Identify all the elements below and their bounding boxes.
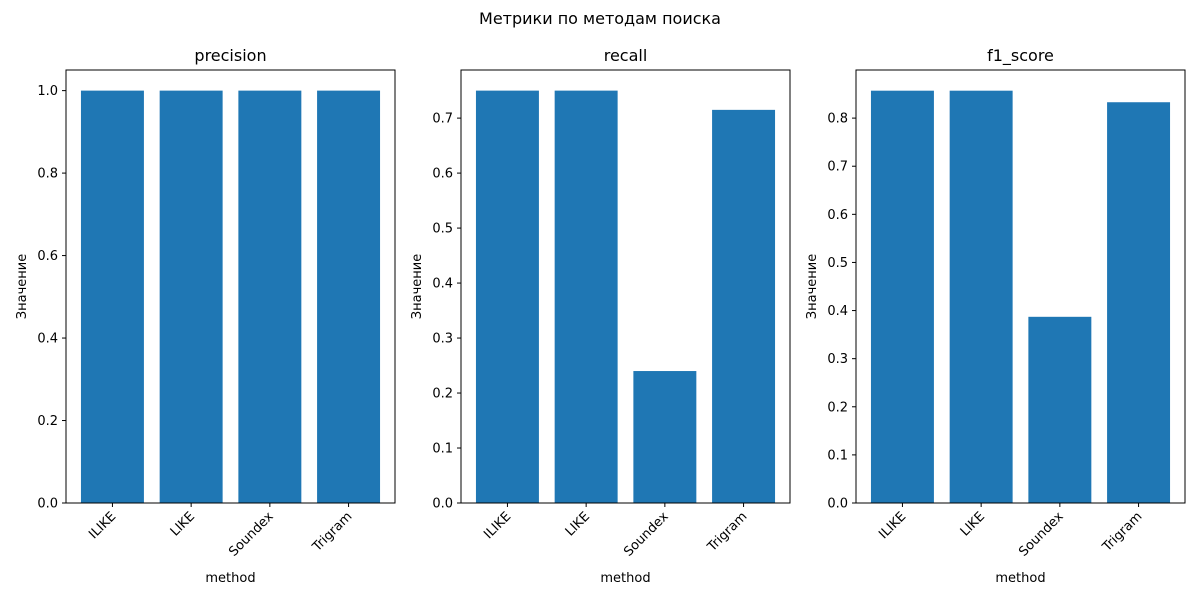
bar-ILIKE — [870, 90, 934, 503]
figure-title: Метрики по методам поиска — [479, 9, 721, 28]
x-tick-label: LIKE — [958, 509, 988, 539]
y-tick-label: 0.8 — [827, 112, 848, 127]
bar-Soundex — [633, 371, 697, 503]
y-tick-label: 0.6 — [432, 167, 453, 182]
subplot-f1_score: 0.0 0.1 0.2 0.3 0.4 0.5 0.6 0.7 0.8 ILIKE LIKE Soun… — [805, 46, 1186, 586]
y-tick-label: 0.8 — [37, 167, 58, 182]
y-tick-label: 0.3 — [432, 332, 453, 347]
x-axis-label: method — [205, 571, 255, 586]
y-tick-label: 0.3 — [827, 352, 848, 367]
y-tick-label: 0.4 — [37, 332, 58, 347]
x-tick-label: Trigram — [1099, 509, 1145, 555]
x-tick-label: ILIKE — [876, 509, 909, 542]
subplot-title: precision — [194, 46, 266, 65]
y-tick-label: 0.7 — [432, 112, 453, 127]
bar-ILIKE — [475, 90, 539, 503]
x-tick-label: Soundex — [1016, 509, 1067, 560]
bar-Soundex — [1028, 316, 1092, 503]
bar-Trigram — [712, 109, 776, 503]
bar-Trigram — [1107, 102, 1171, 504]
y-axis-label: Значение — [15, 254, 30, 319]
y-tick-label: 0.7 — [827, 160, 848, 175]
x-tick-label: Soundex — [621, 509, 672, 560]
y-tick-label: 1.0 — [37, 84, 58, 99]
bar-Soundex — [238, 90, 302, 503]
axes-frame — [855, 69, 1186, 504]
y-tick-label: 0.2 — [432, 387, 453, 402]
y-tick-label: 0.6 — [37, 249, 58, 264]
subplot-title: f1_score — [987, 46, 1054, 66]
bar-LIKE — [159, 90, 223, 503]
bar-LIKE — [554, 90, 618, 503]
x-tick-label: Soundex — [226, 509, 277, 560]
subplot-title: recall — [604, 46, 648, 65]
y-tick-label: 0.4 — [432, 277, 453, 292]
bar-ILIKE — [80, 90, 144, 503]
x-tick-label: Trigram — [704, 509, 750, 555]
bar-Trigram — [317, 90, 381, 503]
axes-frame — [65, 69, 396, 504]
y-tick-label: 0.1 — [432, 442, 453, 457]
axes-frame — [460, 69, 791, 504]
x-tick-label: ILIKE — [86, 509, 119, 542]
y-tick-label: 0.0 — [827, 497, 848, 512]
y-axis-label: Значение — [805, 254, 820, 319]
x-tick-label: LIKE — [563, 509, 593, 539]
y-tick-label: 0.6 — [827, 208, 848, 223]
x-axis-label: method — [995, 571, 1045, 586]
y-tick-label: 0.5 — [432, 222, 453, 237]
y-tick-label: 0.1 — [827, 448, 848, 463]
x-axis-label: method — [600, 571, 650, 586]
y-tick-label: 0.4 — [827, 304, 848, 319]
y-tick-label: 0.2 — [827, 400, 848, 415]
x-tick-label: LIKE — [168, 509, 198, 539]
subplot-precision: 0.0 0.2 0.4 0.6 0.8 1.0 ILIKE LIKE Soundex Trigra… — [15, 46, 396, 586]
y-tick-label: 0.0 — [37, 497, 58, 512]
x-tick-label: ILIKE — [481, 509, 514, 542]
bar-LIKE — [949, 90, 1013, 503]
y-tick-label: 0.0 — [432, 497, 453, 512]
y-axis-label: Значение — [410, 254, 425, 319]
y-tick-label: 0.2 — [37, 414, 58, 429]
subplot-recall: 0.0 0.1 0.2 0.3 0.4 0.5 0.6 0.7 ILIKE LIKE Soundex… — [410, 46, 791, 586]
x-tick-label: Trigram — [309, 509, 355, 555]
y-tick-label: 0.5 — [827, 256, 848, 271]
